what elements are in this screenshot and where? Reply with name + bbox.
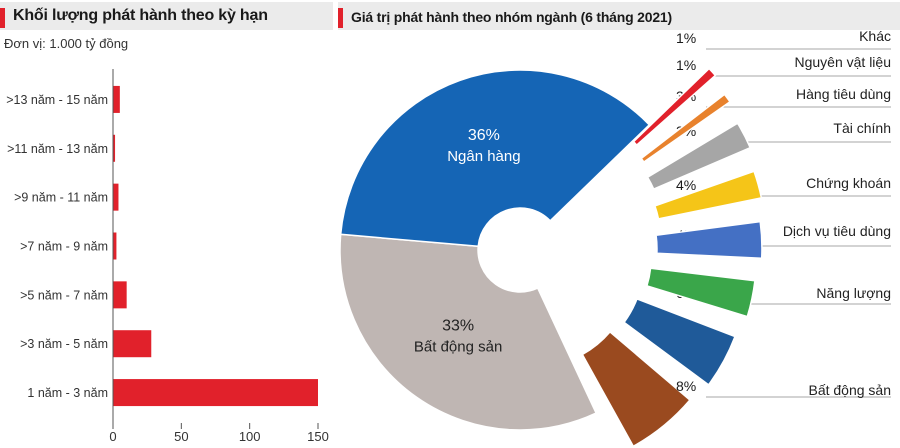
bar-2 [113,183,119,211]
bar-4 [113,281,127,309]
term-volume-panel: Khối lượng phát hành theo kỳ hạn Đơn vị:… [0,0,333,448]
x-tick-label-2: 100 [239,429,261,444]
term-volume-title: Khối lượng phát hành theo kỳ hạn [13,7,268,24]
pie-category-label-1: Bất động sản [414,339,502,356]
x-tick-label-3: 150 [307,429,329,444]
x-tick-label-1: 50 [174,429,188,444]
industry-value-pie-chart: 33% Bất động sản 36% Ngân hàng 8% Bất động sả… [339,28,891,448]
pie-slice-4 [645,267,756,318]
category-label-1: >11 năm - 13 năm [7,142,108,156]
pie-slice-8 [640,93,732,164]
pie-slice-1 [339,233,598,431]
bar-1 [113,134,116,162]
pie-value-label-1: 33% [442,318,474,335]
x-tick-label-0: 0 [109,429,116,444]
pie-value-label-9: 1% [676,30,696,46]
bar-5 [113,330,152,358]
pie-category-label-6: Tài chính [833,120,891,136]
pie-value-label-5: 4% [676,177,696,193]
pie-category-label-2: Bất động sản [808,382,891,398]
pie-slice-2 [581,330,691,448]
pie-slice-7 [646,122,752,191]
pie-category-label-7: Hàng tiêu dùng [796,86,891,102]
bar-3 [113,232,117,260]
bar-6 [113,379,318,407]
bar-0 [113,85,120,113]
category-label-3: >7 năm - 9 năm [20,240,108,254]
pie-value-label-2: 8% [676,378,696,394]
pie-value-label-0: 36% [468,127,500,144]
pie-slice-0 [339,69,651,248]
category-label-4: >5 năm - 7 năm [20,288,108,302]
category-label-5: >3 năm - 5 năm [20,337,108,351]
pie-category-label-8: Nguyên vật liệu [794,54,891,70]
pie-category-label-4: Dịch vụ tiêu dùng [783,223,891,239]
pie-slice-6 [653,170,763,220]
pie-slice-5 [655,220,763,260]
term-volume-header-accent [0,8,5,28]
unit-label: Đơn vị: 1.000 tỷ đồng [4,36,129,51]
industry-value-panel: Giá trị phát hành theo nhóm ngành (6 thá… [338,0,900,448]
pie-slice-3 [623,297,736,386]
pie-category-label-5: Chứng khoán [806,175,891,191]
pie-category-label-3: Năng lượng [816,285,891,301]
industry-value-header-accent [338,8,343,28]
term-volume-bar-chart: >13 năm - 15 năm >11 năm - 13 năm >9 năm -… [6,69,329,444]
industry-value-title: Giá trị phát hành theo nhóm ngành (6 thá… [351,9,672,25]
category-label-0: >13 năm - 15 năm [6,93,108,107]
industry-value-header: Giá trị phát hành theo nhóm ngành (6 thá… [338,2,900,30]
pie-category-label-0: Ngân hàng [447,148,520,165]
category-label-6: 1 năm - 3 năm [27,386,108,400]
term-volume-header: Khối lượng phát hành theo kỳ hạn [0,2,333,30]
pie-slice-9 [632,67,717,147]
pie-category-label-9: Khác [859,28,891,44]
pie-value-label-8: 1% [676,57,696,73]
category-label-2: >9 năm - 11 năm [14,191,108,205]
